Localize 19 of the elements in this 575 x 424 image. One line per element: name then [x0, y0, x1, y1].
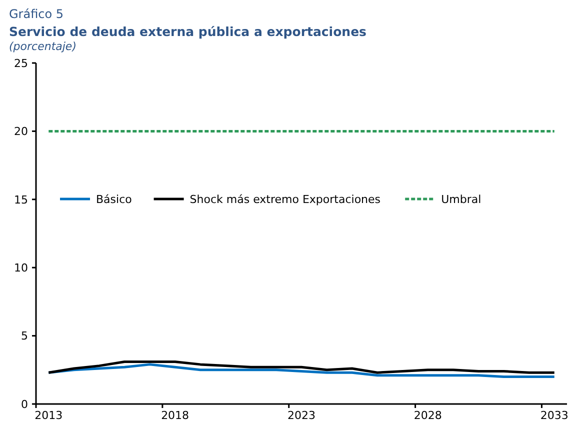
- x-tick-label: 2013: [34, 409, 63, 422]
- chart-title: Servicio de deuda externa pública a exportaciones: [9, 24, 366, 39]
- legend-label: Umbral: [441, 192, 482, 206]
- x-tick-label: 2028: [414, 409, 442, 422]
- line-series: [47, 360, 556, 374]
- legend-label: Básico: [96, 192, 132, 206]
- y-tick-label: 15: [14, 193, 28, 206]
- y-axis-title: (porcentaje): [9, 40, 76, 53]
- legend-label: Shock más extremo Exportaciones: [190, 192, 381, 206]
- y-tick-label: 10: [14, 261, 28, 274]
- x-tick-label: 2023: [288, 409, 316, 422]
- x-tick-label: 2018: [161, 409, 190, 422]
- y-tick-label: 25: [14, 56, 28, 70]
- y-tick-label: 5: [21, 330, 28, 343]
- line-series: [47, 363, 556, 378]
- text: Gráfico 5: [9, 7, 64, 21]
- y-tick-label: 0: [21, 398, 28, 411]
- y-tick-label: 20: [14, 125, 28, 138]
- x-tick-label: 2033: [540, 409, 568, 422]
